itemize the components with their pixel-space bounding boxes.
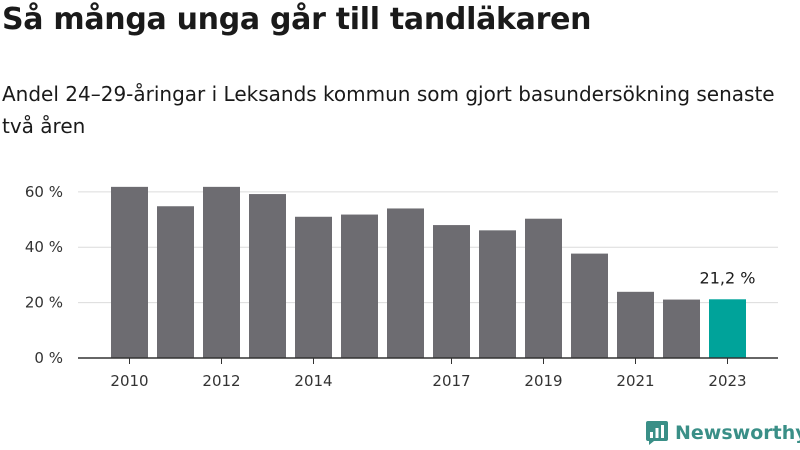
bar-2011 xyxy=(157,206,194,358)
bar-2017 xyxy=(433,225,470,358)
y-tick-label: 20 % xyxy=(25,294,63,312)
x-tick-label: 2012 xyxy=(202,372,240,390)
bar-2015 xyxy=(341,214,378,358)
x-tick-label: 2017 xyxy=(432,372,470,390)
x-tick-label: 2014 xyxy=(294,372,332,390)
bar-2016 xyxy=(387,208,424,358)
bar-2013 xyxy=(249,194,286,358)
bar-2018 xyxy=(479,230,516,358)
y-tick-label: 40 % xyxy=(25,238,63,256)
newsworthy-logo: Newsworthy xyxy=(645,418,800,448)
bar-2010 xyxy=(111,186,148,358)
bar-2022 xyxy=(663,299,700,358)
logo-text: Newsworthy xyxy=(675,422,800,444)
data-label-2023: 21,2 % xyxy=(700,268,756,287)
bar-2023 xyxy=(709,299,746,358)
bar-2020 xyxy=(571,253,608,358)
chart-title: Så många unga går till tandläkaren xyxy=(2,2,592,37)
x-tick-label: 2023 xyxy=(708,372,746,390)
x-tick-label: 2021 xyxy=(616,372,654,390)
bar-2019 xyxy=(525,218,562,358)
bar-2014 xyxy=(295,216,332,358)
x-tick-label: 2010 xyxy=(110,372,148,390)
y-tick-label: 60 % xyxy=(25,183,63,201)
newsworthy-logo-icon xyxy=(646,421,668,445)
bar-2021 xyxy=(617,291,654,358)
chart-subtitle: Andel 24–29-åringar i Leksands kommun so… xyxy=(2,82,775,138)
bar-2012 xyxy=(203,186,240,358)
y-tick-label: 0 % xyxy=(34,349,63,367)
x-tick-label: 2019 xyxy=(524,372,562,390)
